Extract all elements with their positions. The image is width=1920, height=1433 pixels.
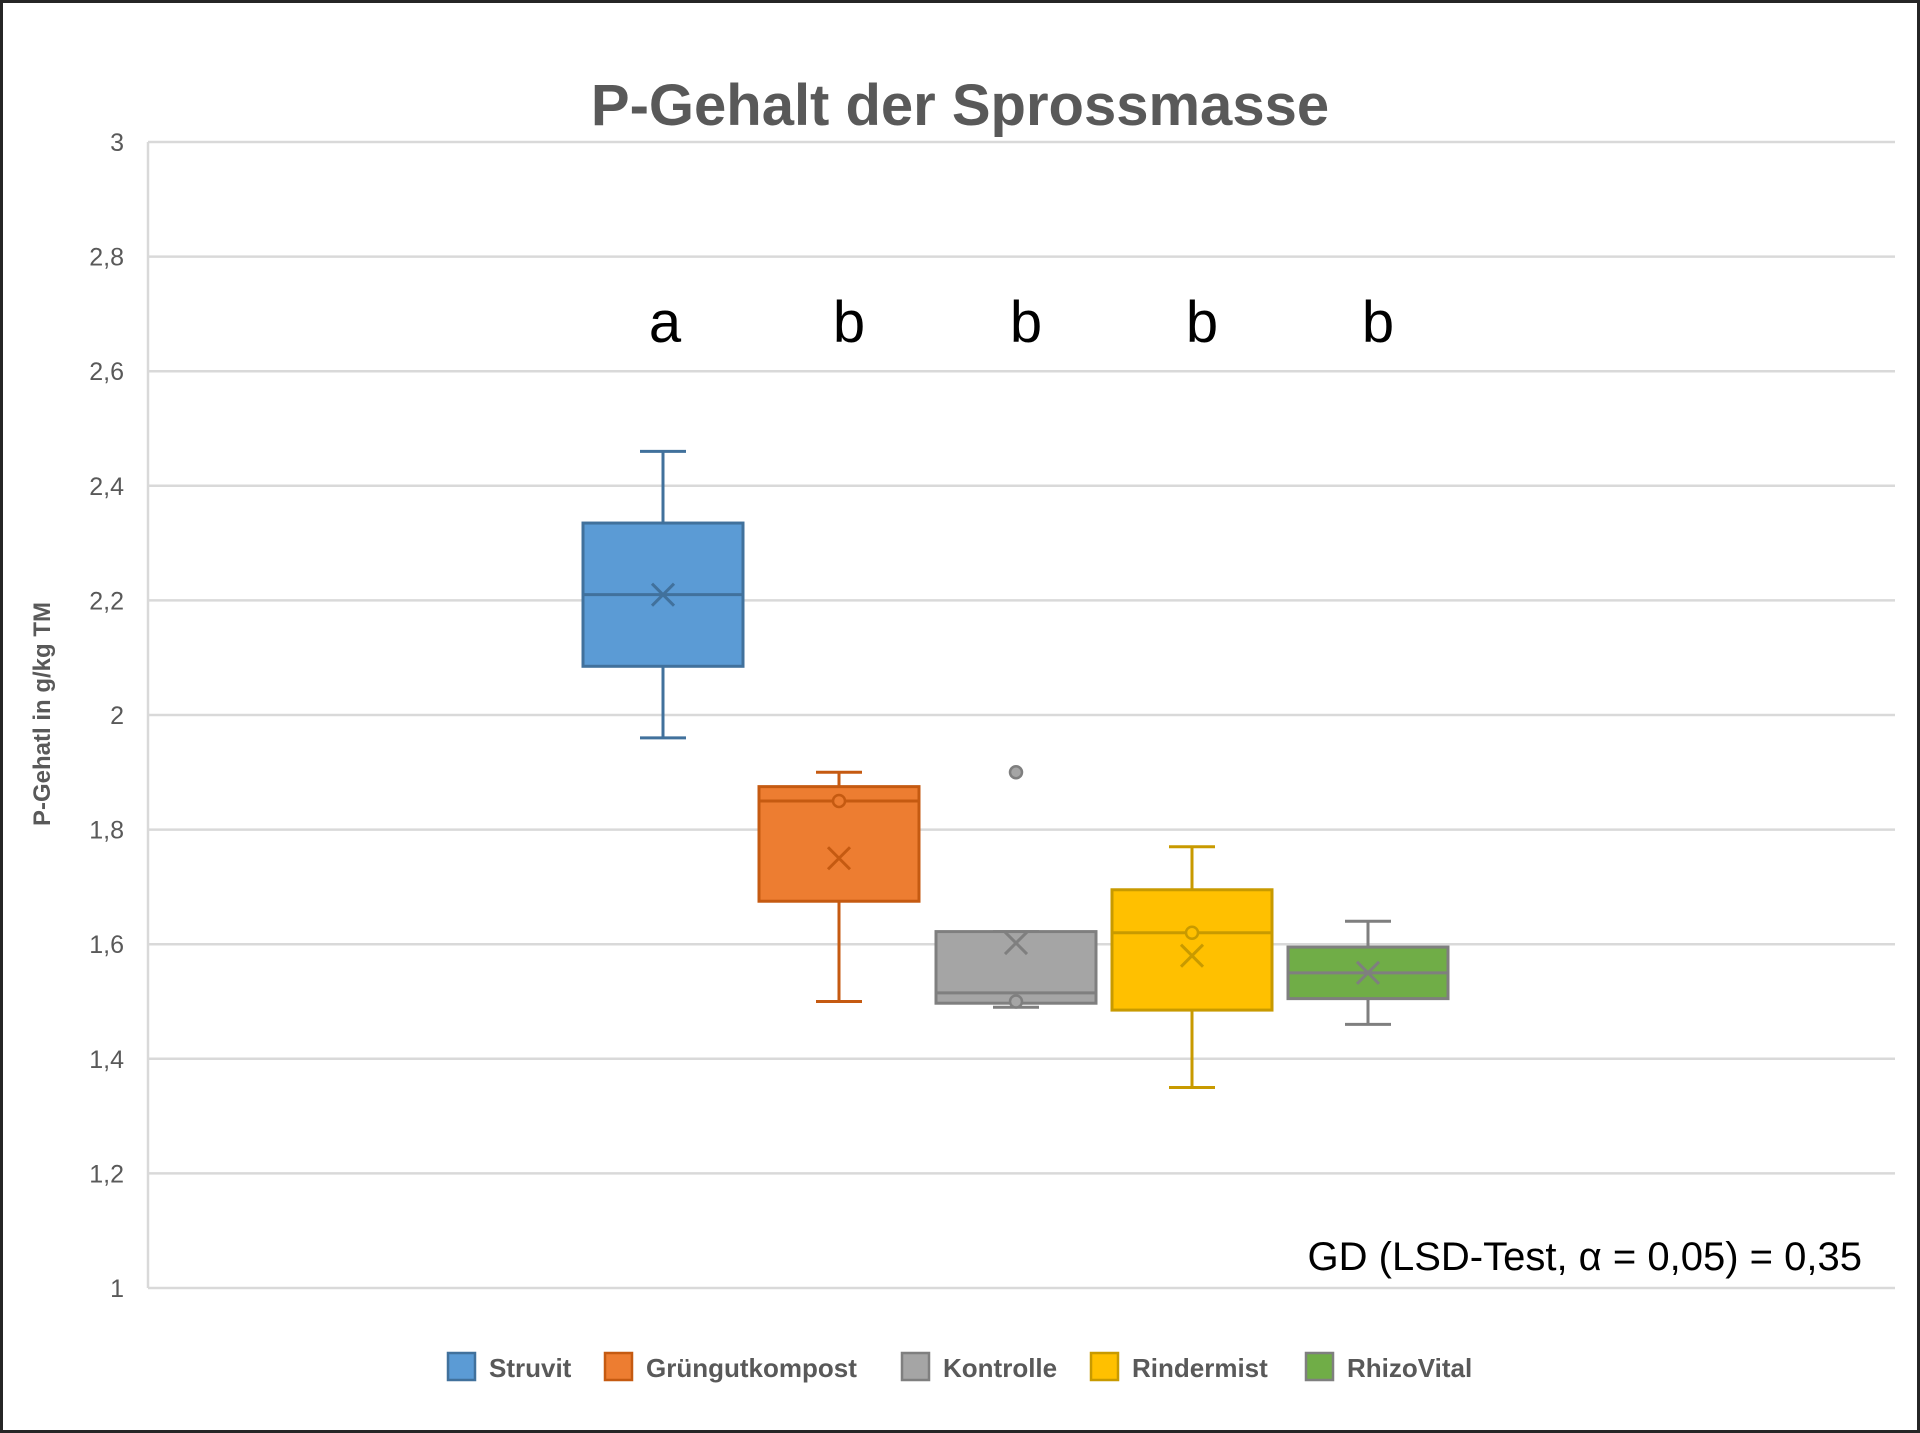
significance-letter: b: [1186, 290, 1218, 355]
y-tick-label: 3: [110, 129, 124, 157]
legend-swatch: [446, 1351, 477, 1382]
box-series: [581, 449, 1450, 1089]
legend-item-rindermist: Rindermist: [1089, 1351, 1268, 1383]
legend-item-kontrolle: Kontrolle: [900, 1351, 1057, 1383]
y-tick-label: 1,4: [89, 1046, 124, 1074]
legend-swatch: [603, 1351, 634, 1382]
y-tick-label: 1,2: [89, 1160, 124, 1188]
mean-marker: [1003, 930, 1029, 956]
mean-marker: [650, 582, 676, 607]
outlier-point: [1008, 765, 1024, 780]
box-struvit: [581, 449, 745, 740]
iqr-box: [1110, 888, 1274, 1012]
legend-label: Kontrolle: [943, 1353, 1057, 1383]
y-tick-label: 1,6: [89, 931, 124, 959]
box-kontrolle: [934, 765, 1098, 1009]
mean-marker: [1179, 943, 1205, 968]
gridlines: [146, 140, 1895, 1290]
significance-letter: b: [833, 290, 865, 355]
legend-swatch: [900, 1351, 931, 1382]
legend-swatch: [1304, 1351, 1335, 1382]
mean-marker: [1355, 960, 1381, 985]
box-rhizovital: [1286, 919, 1450, 1026]
significance-letter: b: [1010, 290, 1042, 355]
mean-marker: [826, 846, 852, 871]
inner-point: [831, 793, 847, 809]
box-plot-chart: P-Gehalt der Sprossmasse 1 1,2 1,4 1,6 1,8 2 2…: [29, 73, 1895, 1383]
y-tick-label: 2,2: [89, 587, 124, 615]
legend-item-grüngutkompost: Grüngutkompost: [603, 1351, 857, 1383]
box-grüngutkompost: [757, 770, 921, 1003]
legend-swatch: [1089, 1351, 1120, 1382]
y-tick-label: 1: [110, 1275, 124, 1303]
y-tick-label: 2,4: [89, 473, 124, 501]
significance-letter: a: [649, 290, 682, 355]
legend-label: Grüngutkompost: [646, 1353, 857, 1383]
lsd-annotation: GD (LSD-Test, α = 0,05) = 0,35: [1308, 1235, 1862, 1279]
legend-item-rhizovital: RhizoVital: [1304, 1351, 1472, 1383]
legend: Struvit Grüngutkompost Kontrolle Rindermist…: [446, 1351, 1472, 1383]
y-axis-label: P-Gehatl in g/kg TM: [29, 602, 56, 826]
y-tick-label: 2,8: [89, 244, 124, 272]
y-tick-label: 2: [110, 702, 124, 730]
y-axis-ticks: 1 1,2 1,4 1,6 1,8 2 2,2 2,4 2,6 2,8 3: [89, 129, 124, 1303]
y-tick-label: 2,6: [89, 358, 124, 386]
inner-point: [1184, 925, 1200, 940]
significance-letter: b: [1362, 290, 1394, 355]
legend-item-struvit: Struvit: [446, 1351, 572, 1383]
box-rindermist: [1110, 845, 1274, 1089]
y-tick-label: 1,8: [89, 817, 124, 845]
legend-label: Struvit: [489, 1353, 572, 1383]
inner-point: [1008, 994, 1024, 1009]
chart-title: P-Gehalt der Sprossmasse: [591, 73, 1329, 138]
legend-label: Rindermist: [1132, 1353, 1268, 1383]
legend-label: RhizoVital: [1347, 1353, 1472, 1383]
